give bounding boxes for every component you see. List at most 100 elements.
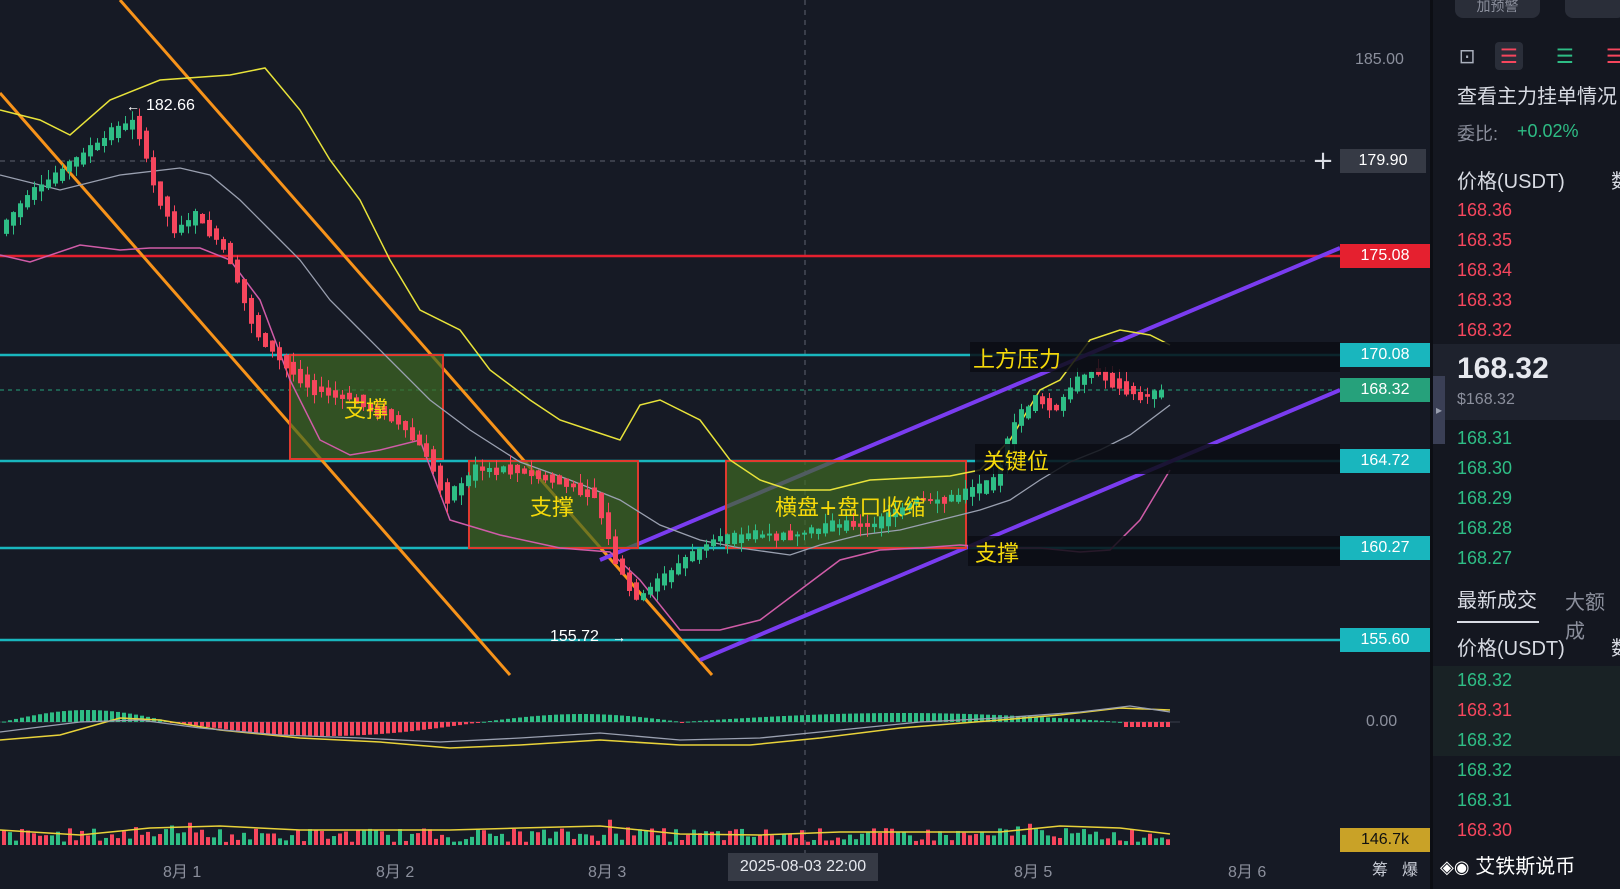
candle-body (578, 482, 583, 496)
volume-bar (482, 830, 486, 845)
orderbook-split-icon[interactable]: ☰ (1495, 42, 1523, 70)
orderbook-asks-icon[interactable]: ☰ (1606, 44, 1620, 68)
macd-bar (794, 715, 798, 722)
macd-bar (188, 722, 192, 725)
volume-bar (500, 833, 504, 845)
volume-bar (806, 841, 810, 845)
volume-bar (746, 836, 750, 845)
macd-bar (1028, 716, 1032, 722)
macd-bar (218, 722, 222, 729)
macd-bar (1052, 717, 1056, 722)
candle-body (648, 586, 653, 595)
add-alert-button[interactable]: 加预警 (1455, 0, 1540, 18)
volume-bar (506, 841, 510, 845)
level-tag-164[interactable]: 164.72 (1340, 449, 1430, 473)
level-tag-170[interactable]: 170.08 (1340, 343, 1430, 367)
macd-bar (962, 713, 966, 722)
macd-bar (200, 722, 204, 727)
volume-bar (998, 828, 1002, 845)
macd-bar (716, 719, 720, 722)
macd-bar (182, 722, 186, 724)
candle-body (893, 508, 898, 518)
bid-row[interactable]: 168.29 (1457, 488, 1513, 508)
candle-body (1068, 387, 1073, 400)
price-axis-label-185: 185.00 (1355, 51, 1404, 68)
candle-body (739, 534, 744, 544)
ask-row[interactable]: 168.35 (1457, 230, 1513, 250)
level-tag-155[interactable]: 155.60 (1340, 628, 1430, 652)
macd-bar (1082, 719, 1086, 722)
candle-body (522, 468, 527, 474)
macd-bar (434, 722, 438, 729)
candle-body (613, 536, 618, 565)
ask-row[interactable]: 168.32 (1457, 320, 1513, 340)
liquidation-icon[interactable]: 爆 (1402, 862, 1419, 879)
macd-bar (674, 721, 678, 723)
level-tag-160[interactable]: 160.27 (1340, 536, 1430, 560)
candle-body (277, 347, 282, 361)
volume-bar (170, 825, 174, 845)
volume-bar (548, 838, 552, 845)
candle-body (844, 520, 849, 531)
macd-bar (890, 713, 894, 722)
volume-bar (800, 830, 804, 845)
volume-bar (320, 830, 324, 845)
candle-body (109, 127, 114, 141)
trade-row: 168.32 (1457, 670, 1513, 690)
volume-bar (302, 841, 306, 845)
tab-latest-trades[interactable]: 最新成交 (1457, 588, 1537, 612)
ask-row[interactable]: 168.36 (1457, 200, 1513, 220)
bid-row[interactable]: 168.27 (1457, 548, 1513, 568)
bid-row[interactable]: 168.30 (1457, 458, 1513, 478)
macd-bar (938, 713, 942, 722)
chips-icon[interactable]: 筹 (1372, 862, 1389, 879)
candle-body (354, 397, 359, 404)
candle-body (74, 157, 79, 167)
bid-row[interactable]: 168.28 (1457, 518, 1513, 538)
trade-row: 168.32 (1457, 730, 1513, 750)
annotation-bg-resistance (970, 342, 1340, 372)
volume-bar (122, 831, 126, 845)
tab-large-trades[interactable]: 大额成 (1565, 592, 1605, 643)
level-tag-175[interactable]: 175.08 (1340, 244, 1430, 268)
macd-bar (548, 714, 552, 722)
expand-arrow[interactable]: ▸ (1433, 376, 1445, 444)
orderbook-bids-icon[interactable]: ☰ (1556, 44, 1574, 68)
volume-bar (140, 834, 144, 845)
candle-body (403, 421, 408, 431)
candle-body (1033, 395, 1038, 412)
candle-body (25, 195, 30, 208)
volume-bar (1070, 833, 1074, 845)
macd-bar (212, 722, 216, 728)
volume-bar (1022, 834, 1026, 845)
volume-bar (1046, 835, 1050, 845)
orderbook-both-icon[interactable]: ⊡ (1458, 44, 1476, 68)
macd-bar (572, 714, 576, 722)
volume-bar (134, 827, 138, 845)
order-book-title[interactable]: 查看主力挂单情况 (1457, 84, 1617, 108)
candle-body (389, 409, 394, 422)
bid-row[interactable]: 168.31 (1457, 428, 1513, 448)
macd-bar (668, 720, 672, 722)
level-tag-last-price[interactable]: 168.32 (1340, 378, 1430, 402)
volume-tag: 146.7k (1340, 828, 1430, 852)
macd-bar (842, 713, 846, 722)
ask-row[interactable]: 168.33 (1457, 290, 1513, 310)
ratio-value: +0.02% (1517, 121, 1579, 141)
ask-row[interactable]: 168.34 (1457, 260, 1513, 280)
volume-bar (50, 835, 54, 845)
macd-bar (338, 722, 342, 736)
macd-bar (236, 722, 240, 731)
annotation-consolidation: 横盘+盘口收缩 (775, 496, 926, 521)
candle-body (186, 220, 191, 227)
crosshair-plus-icon[interactable]: + (1312, 146, 1334, 176)
candle-body (235, 259, 240, 283)
volume-bar (434, 838, 438, 845)
chart-area[interactable]: ← → 185.00 0.00 + 179.90 175.08 170.08 1… (0, 0, 1430, 889)
volume-bar (824, 840, 828, 845)
volume-bar (476, 829, 480, 845)
top-right-button[interactable] (1565, 0, 1620, 18)
candle-body (333, 390, 338, 398)
last-price: 168.32 (1457, 352, 1549, 385)
macd-bar (368, 722, 372, 735)
